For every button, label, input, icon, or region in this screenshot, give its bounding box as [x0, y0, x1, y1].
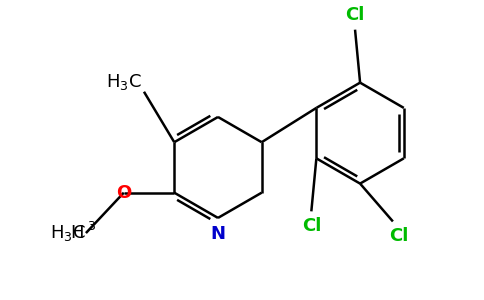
Text: N: N	[211, 225, 226, 243]
Text: 3: 3	[87, 220, 95, 233]
Text: H: H	[70, 224, 84, 242]
Text: Cl: Cl	[302, 218, 321, 236]
Text: Cl: Cl	[346, 6, 365, 24]
Text: $\mathregular{H_3C}$: $\mathregular{H_3C}$	[106, 72, 142, 92]
Text: $\mathregular{H_3C}$: $\mathregular{H_3C}$	[50, 223, 86, 243]
Text: O: O	[116, 184, 132, 202]
Text: Cl: Cl	[389, 227, 408, 245]
